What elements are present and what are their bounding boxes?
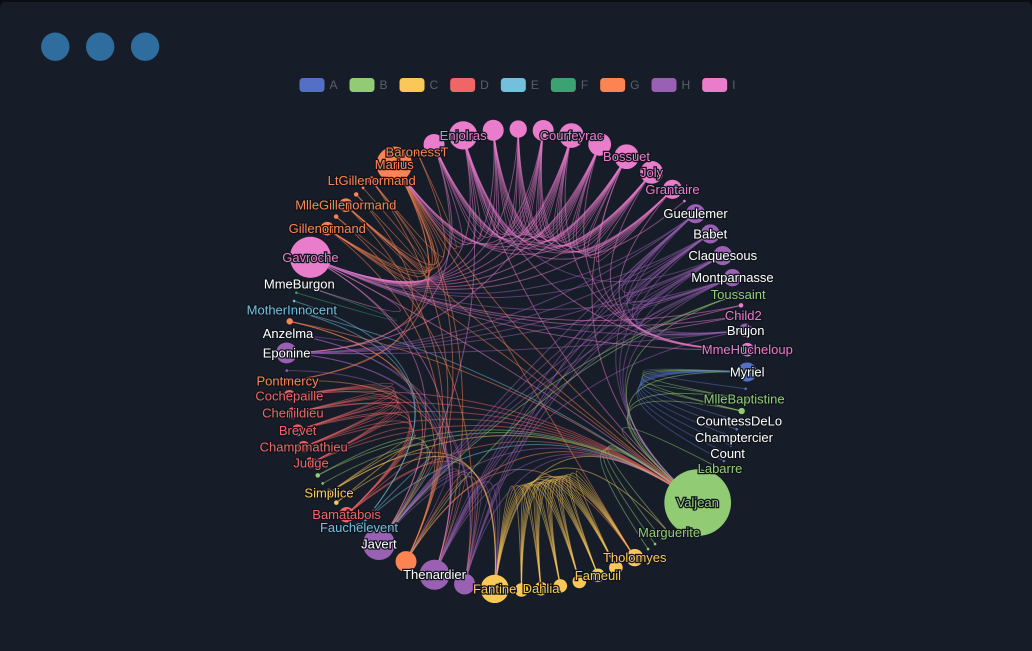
svg-text:Javert: Javert (361, 537, 397, 552)
svg-text:I: I (732, 78, 735, 92)
svg-text:BaronessT: BaronessT (386, 144, 449, 159)
svg-text:Simplice: Simplice (304, 485, 353, 500)
svg-text:LtGillenormand: LtGillenormand (328, 173, 416, 188)
svg-text:MmeHucheloup: MmeHucheloup (702, 342, 793, 357)
svg-text:Judge: Judge (293, 456, 328, 471)
svg-text:Chenildieu: Chenildieu (262, 406, 323, 421)
svg-text:E: E (531, 78, 539, 92)
svg-text:Thenardier: Thenardier (403, 567, 467, 582)
svg-text:Marguerite: Marguerite (638, 525, 700, 540)
svg-text:Count: Count (710, 446, 745, 461)
svg-text:B: B (380, 78, 388, 92)
svg-text:Eponine: Eponine (263, 345, 311, 360)
svg-text:Pontmercy: Pontmercy (256, 374, 319, 389)
svg-text:Gavroche: Gavroche (282, 250, 338, 265)
svg-text:Courfeyrac: Courfeyrac (540, 128, 604, 143)
svg-text:G: G (630, 78, 639, 92)
svg-text:Champmathieu: Champmathieu (260, 439, 348, 454)
svg-text:MlleGillenormand: MlleGillenormand (295, 198, 396, 213)
svg-text:Anzelma: Anzelma (263, 326, 314, 341)
svg-text:Joly: Joly (640, 165, 664, 180)
svg-text:Enjolras: Enjolras (440, 128, 487, 143)
svg-text:Fantine: Fantine (473, 581, 516, 596)
svg-text:Brevet: Brevet (279, 423, 317, 438)
svg-text:H: H (682, 78, 691, 92)
svg-text:Tholomyes: Tholomyes (603, 550, 667, 565)
svg-text:Valjean: Valjean (676, 495, 718, 510)
svg-text:MmeBurgon: MmeBurgon (264, 276, 335, 291)
svg-text:Gueulemer: Gueulemer (663, 206, 728, 221)
svg-text:Fameuil: Fameuil (575, 568, 621, 583)
svg-text:Labarre: Labarre (698, 461, 743, 476)
svg-text:Babet: Babet (693, 226, 727, 241)
svg-text:A: A (330, 78, 338, 92)
svg-text:Cochepaille: Cochepaille (255, 388, 323, 403)
svg-text:MlleBaptistine: MlleBaptistine (704, 392, 785, 407)
svg-text:D: D (480, 78, 489, 92)
svg-text:F: F (581, 78, 588, 92)
svg-text:Marius: Marius (375, 157, 415, 172)
svg-text:Bamatabois: Bamatabois (312, 507, 381, 522)
svg-text:Myriel: Myriel (730, 365, 765, 380)
svg-text:C: C (430, 78, 439, 92)
svg-text:MotherInnocent: MotherInnocent (247, 303, 338, 318)
svg-text:Gillenormand: Gillenormand (289, 221, 366, 236)
svg-text:Montparnasse: Montparnasse (691, 270, 773, 285)
svg-text:Grantaire: Grantaire (645, 182, 699, 197)
svg-text:Brujon: Brujon (727, 323, 765, 338)
svg-text:Claquesous: Claquesous (688, 248, 757, 263)
svg-text:Toussaint: Toussaint (711, 287, 766, 302)
svg-text:Bossuet: Bossuet (603, 149, 650, 164)
svg-text:CountessDeLo: CountessDeLo (696, 414, 782, 429)
svg-text:Champtercier: Champtercier (695, 430, 774, 445)
svg-text:Fauchelevent: Fauchelevent (320, 520, 398, 535)
svg-text:Dahlia: Dahlia (523, 581, 561, 596)
svg-text:Child2: Child2 (725, 308, 762, 323)
